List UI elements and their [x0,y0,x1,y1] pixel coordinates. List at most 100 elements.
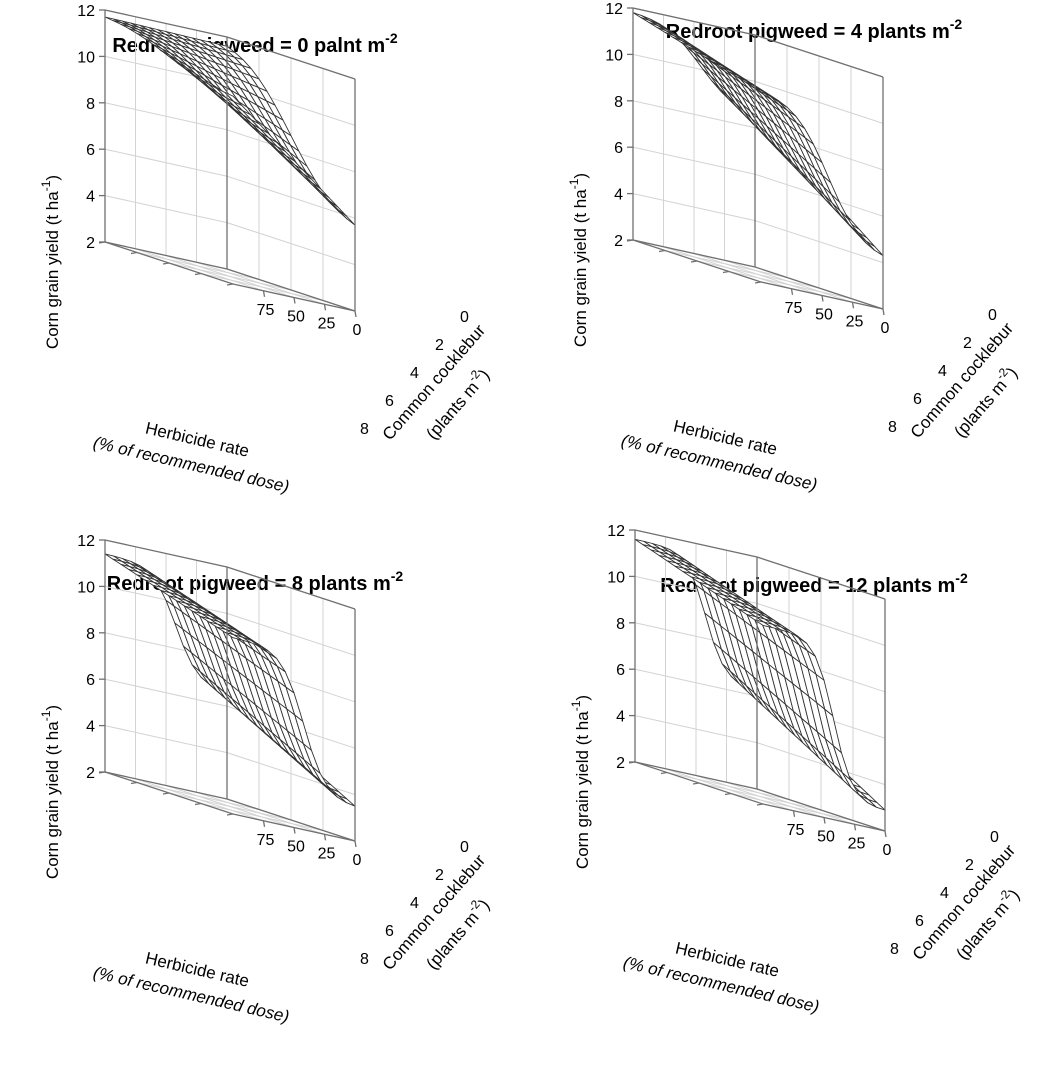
x-tick-mark [821,295,824,302]
x-tick-mark [293,297,296,304]
x-tick-mark [853,824,857,831]
axis-edge [632,7,756,36]
x-tick-mark [262,820,266,827]
chart-panel-3: Redroot pigweed = 12 plants m-2 2 4 6 8 … [569,523,1023,1016]
x-tick-mark [323,834,327,841]
z-tick-label: 12 [77,3,95,20]
surface-mesh [632,12,884,257]
grid-line [168,262,292,291]
axis-edge [226,36,356,80]
x-tick-mark [823,817,826,824]
axis-frame [626,7,885,316]
axis-edge [104,9,228,38]
y-tick-mark [130,781,138,785]
grid-line [728,271,852,299]
chart-panel-0: Redroot pigweed = 0 palnt m-2 2 4 6 8 10… [39,3,493,496]
y-tick-mark [130,251,138,255]
axis-frame [98,9,357,318]
x-tick-mark [792,810,796,817]
x-tick-mark [354,840,357,848]
x-tick-label: 25 [846,313,864,330]
z-tick-label: 10 [77,49,95,66]
axis-edge [226,798,356,842]
z-tick-label: 4 [614,187,623,204]
z-tick-label: 2 [616,755,625,772]
grid-line [666,772,790,800]
x-tick-label: 75 [785,300,803,317]
x-tick-label: 50 [287,309,305,326]
z-tick-label: 4 [616,709,625,726]
x-tick-label: 25 [318,315,336,332]
z-axis-label: Corn grain yield (t ha-1) [567,173,590,347]
axis-edge [754,266,884,310]
grid-line [698,782,822,811]
x-tick-mark [323,304,327,311]
y-tick-mark [98,771,106,774]
x-tick-mark [790,288,794,295]
y-tick-mark [658,249,666,253]
y-tick-label: 4 [410,365,419,382]
x-tick-label: 50 [287,839,305,856]
axis-edge [634,761,758,790]
y-tick-mark [194,272,202,276]
x-tick-label: 50 [817,829,835,846]
surface-mesh [104,16,356,226]
z-tick-label: 8 [86,626,95,643]
y-tick-label: 8 [360,951,369,968]
z-tick-label: 8 [616,616,625,633]
z-tick-label: 4 [86,189,95,206]
y-tick-label: 8 [888,419,897,436]
x-tick-label: 0 [353,322,362,339]
axis-edge [632,239,756,268]
y-tick-label: 4 [938,363,947,380]
y-tick-label: 0 [988,307,997,324]
axis-edge [634,529,758,558]
y-tick-mark [194,802,202,806]
x-tick-label: 25 [318,845,336,862]
surface-cell [839,210,858,233]
y-tick-label: 4 [940,885,949,902]
x-tick-mark [354,310,357,318]
axis-edge [754,34,884,78]
y-tick-mark [226,283,234,286]
chart-title: Redroot pigweed = 12 plants m-2 [660,570,968,597]
z-tick-label: 6 [616,662,625,679]
y-tick-label: 2 [963,335,972,352]
grid-line [664,250,788,278]
y-tick-label: 2 [965,857,974,874]
y-tick-mark [690,260,698,263]
z-tick-label: 12 [607,523,625,540]
surface-cell [337,795,356,807]
y-tick-label: 2 [435,867,444,884]
axis-edge [226,566,356,610]
surface-cell [752,86,771,97]
z-tick-label: 12 [605,1,623,18]
z-tick-label: 6 [614,140,623,157]
y-tick-label: 6 [385,393,394,410]
x-tick-label: 75 [787,822,805,839]
z-tick-label: 8 [86,96,95,113]
axis-edge [756,788,886,832]
grid-line [200,273,324,301]
x-tick-mark [882,308,885,316]
axis-edge [104,241,228,270]
z-tick-label: 10 [605,47,623,64]
y-tick-label: 0 [990,829,999,846]
z-tick-label: 4 [86,719,95,736]
y-tick-label: 8 [360,421,369,438]
grid-line [696,260,820,289]
y-tick-label: 6 [913,391,922,408]
chart-panel-2: Redroot pigweed = 8 plants m-2 2 4 6 8 1… [39,533,493,1026]
y-tick-mark [660,771,668,775]
x-tick-mark [293,827,296,834]
z-tick-label: 2 [614,233,623,250]
y-tick-mark [226,813,234,816]
y-tick-mark [162,792,170,795]
axis-edge [226,268,356,312]
y-tick-label: 2 [435,337,444,354]
axis-edge [104,539,228,568]
y-tick-mark [628,761,636,764]
surface-cell [754,619,773,628]
x-tick-mark [262,290,266,297]
z-tick-label: 10 [607,569,625,586]
